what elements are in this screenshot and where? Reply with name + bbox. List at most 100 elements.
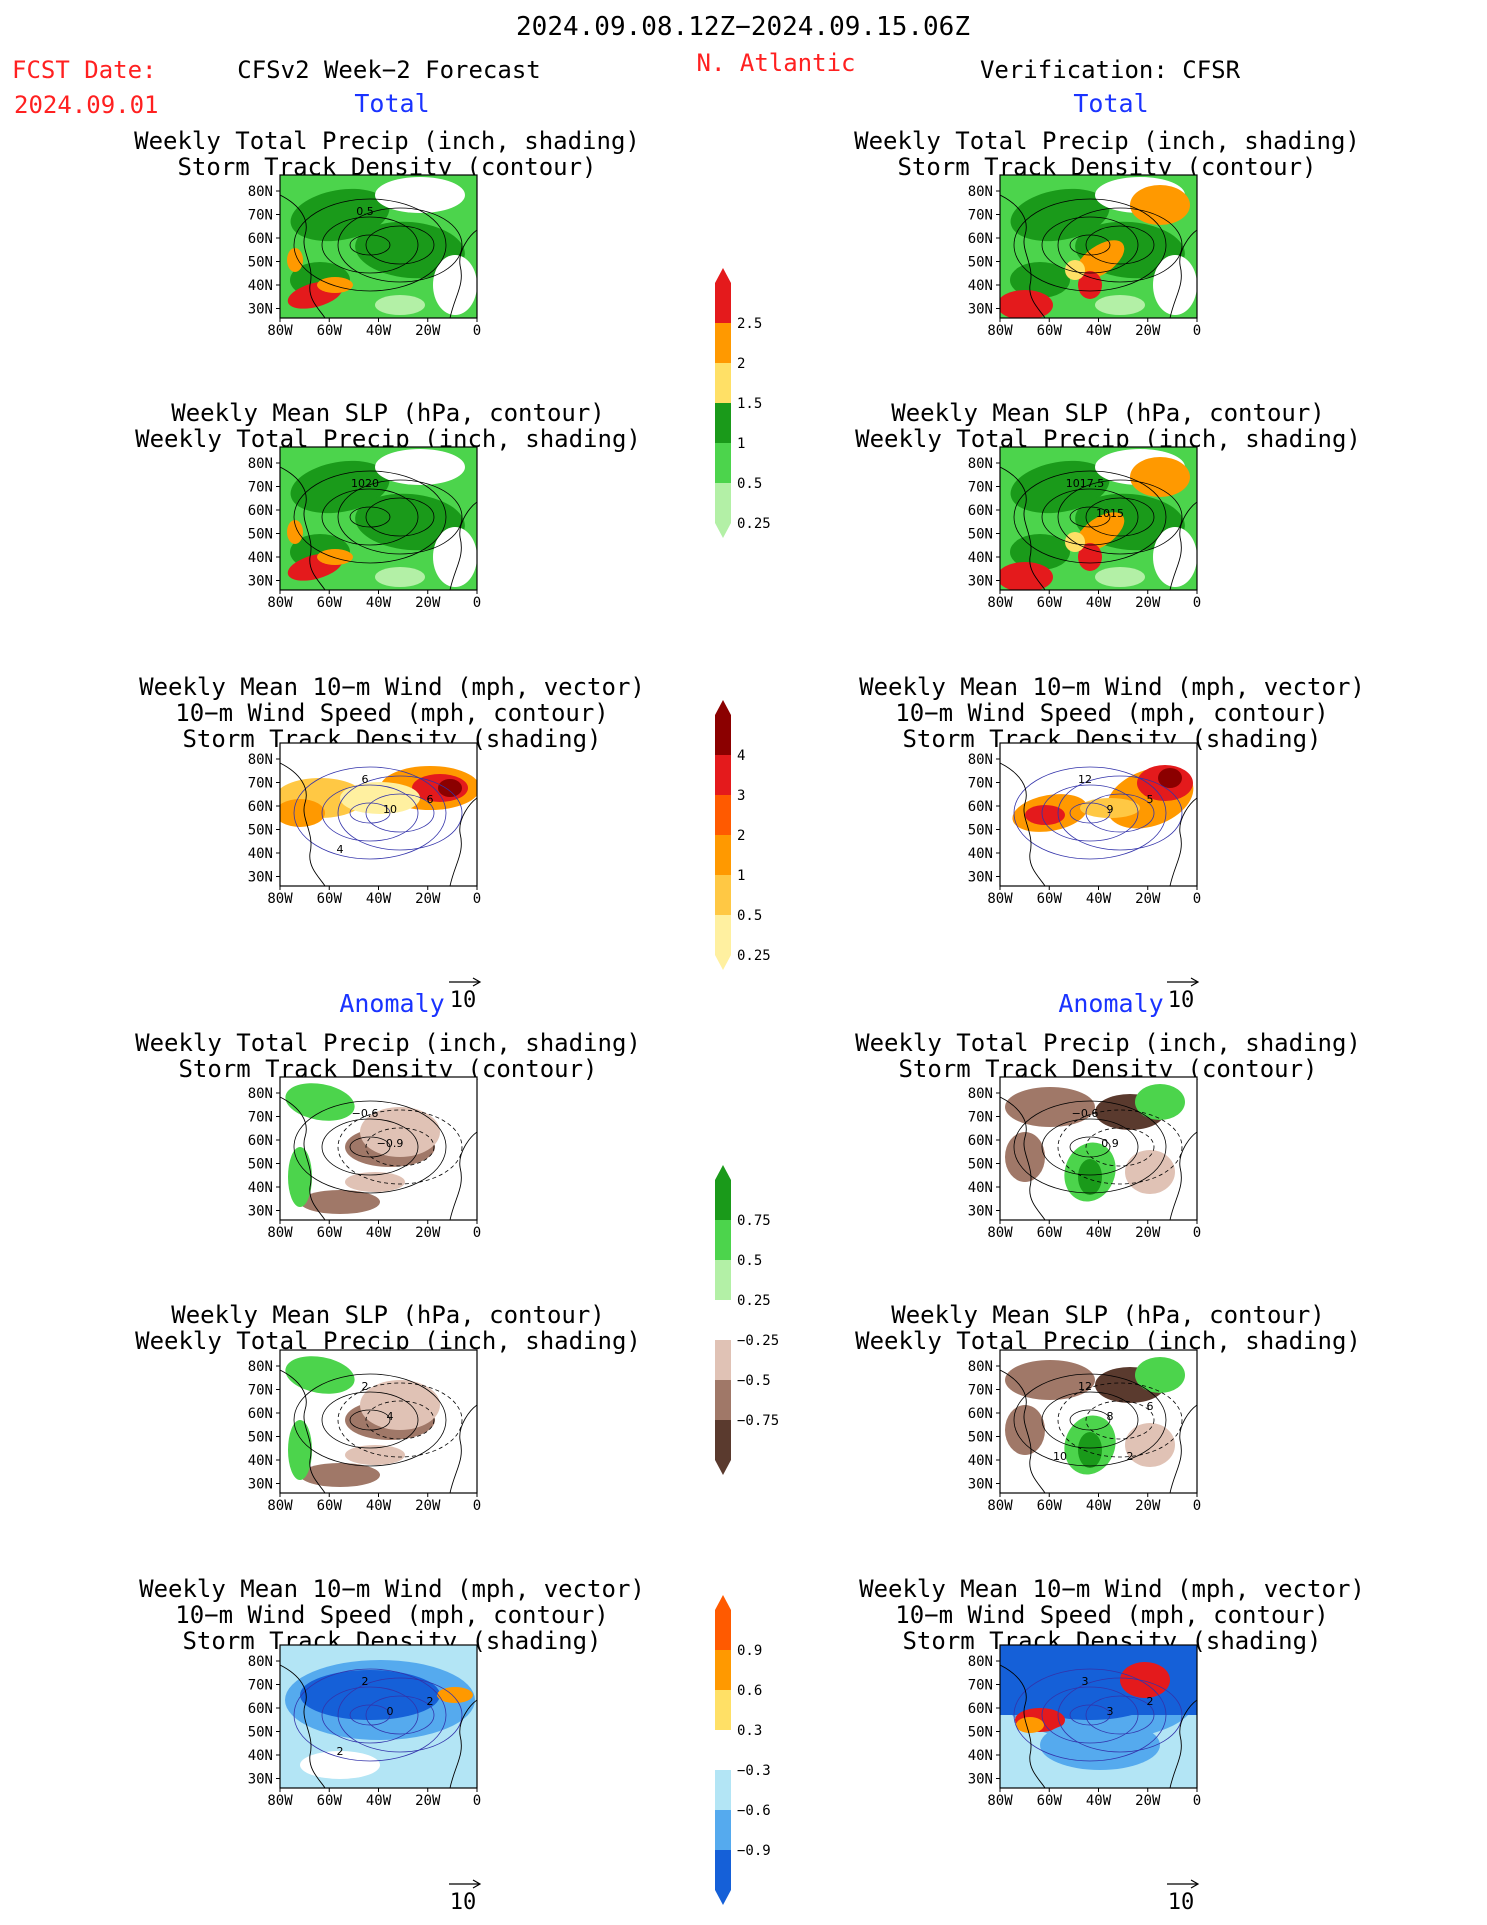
- lon-tick-label: 80W: [267, 1498, 293, 1510]
- contour-label: 4: [387, 1410, 394, 1423]
- contour-label: 6: [1147, 1400, 1154, 1413]
- title-f-slp-anom: Weekly Mean SLP (hPa, contour) Weekly To…: [135, 1302, 641, 1354]
- colorbar-tick-label: −0.6: [737, 1803, 771, 1819]
- lat-tick-label: 50N: [248, 527, 273, 543]
- contour-label: 1020: [351, 477, 379, 490]
- colorbar-tick-label: −0.75: [737, 1413, 779, 1429]
- map-panel-f-precip-total: 80N 70N 60N 50N 40N 30N 80W 60W 40W 20W 0 0.5: [248, 174, 481, 335]
- section-total-left: Total: [354, 89, 430, 118]
- colorbar-tick-label: 0.3: [737, 1723, 762, 1739]
- lon-tick-label: 80W: [987, 323, 1013, 335]
- colorbar-storm-total: 4 3 2 1 0.5 0.25: [715, 700, 771, 970]
- lat-tick-label: 40N: [248, 1748, 273, 1764]
- title-line: Weekly Total Precip (inch, shading): [854, 127, 1360, 155]
- title-f-precip-total: Weekly Total Precip (inch, shading) Stor…: [134, 128, 640, 180]
- lon-tick-label: 60W: [317, 323, 343, 335]
- map-panel-f-slp-total: 80N 70N 60N 50N 40N 30N 80W 60W 40W 20W 0 1020: [248, 446, 481, 607]
- contour-label: 10: [1053, 1450, 1067, 1463]
- lat-tick-label: 50N: [248, 1430, 273, 1446]
- colorbar-tick-label: 3: [737, 788, 745, 804]
- lon-tick-label: 40W: [366, 595, 392, 607]
- colorbar-tick-label: 4: [737, 748, 745, 764]
- title-line: 10−m Wind Speed (mph, contour): [895, 699, 1329, 727]
- lat-tick-label: 70N: [968, 1110, 993, 1126]
- contour-label: 0.5: [356, 205, 374, 218]
- lon-tick-label: 40W: [366, 323, 392, 335]
- vector-reference-arrow: 10: [1167, 977, 1200, 1012]
- lon-tick-label: 0: [473, 1225, 481, 1237]
- lat-tick-label: 80N: [968, 1086, 993, 1102]
- lat-tick-label: 80N: [248, 752, 273, 768]
- contour-label: 6: [427, 793, 434, 806]
- lat-tick-label: 70N: [248, 480, 273, 496]
- lat-tick-label: 50N: [248, 1157, 273, 1173]
- lat-tick-label: 80N: [248, 1086, 273, 1102]
- lat-tick-label: 60N: [968, 231, 993, 247]
- lat-tick-label: 30N: [248, 1772, 273, 1788]
- lon-tick-label: 20W: [1135, 1793, 1161, 1805]
- title-v-precip-total: Weekly Total Precip (inch, shading) Stor…: [854, 128, 1360, 180]
- map-panel-f-precip-anom: 80N 70N 60N 50N 40N 30N 80W 60W 40W 20W 0 −0.6 −0.9: [248, 1076, 481, 1237]
- lat-tick-label: 50N: [968, 255, 993, 271]
- lon-tick-label: 40W: [1086, 1225, 1112, 1237]
- lat-tick-label: 30N: [968, 870, 993, 886]
- lat-tick-label: 30N: [248, 302, 273, 318]
- contour-label: 12: [1078, 773, 1092, 786]
- contour-label: 2: [362, 1675, 369, 1688]
- lon-tick-label: 0: [1193, 595, 1201, 607]
- colorbar-tick-label: −0.3: [737, 1763, 771, 1779]
- lon-tick-label: 60W: [1037, 1225, 1063, 1237]
- colorbar-tick-label: 0.25: [737, 1293, 771, 1309]
- lat-tick-label: 30N: [248, 870, 273, 886]
- lat-tick-label: 60N: [248, 1133, 273, 1149]
- title-line: Weekly Mean 10−m Wind (mph, vector): [859, 673, 1365, 701]
- colorbar-storm-anom: 0.9 0.6 0.3 −0.3 −0.6 −0.9: [715, 1595, 771, 1905]
- title-v-precip-anom: Weekly Total Precip (inch, shading) Stor…: [855, 1030, 1361, 1082]
- map-panel-v-wind-total: 80N 70N 60N 50N 40N 30N 80W 60W 40W 20W 0 12 9 5: [968, 742, 1201, 903]
- contour-label: 10: [383, 803, 397, 816]
- lat-tick-label: 80N: [968, 1359, 993, 1375]
- title-f-wind-anom: Weekly Mean 10−m Wind (mph, vector) 10−m…: [139, 1576, 645, 1654]
- contour-label: 2: [1127, 1450, 1134, 1463]
- lat-tick-label: 30N: [248, 1477, 273, 1493]
- lon-tick-label: 60W: [1037, 323, 1063, 335]
- lon-tick-label: 20W: [1135, 323, 1161, 335]
- colorbar-tick-label: −0.5: [737, 1373, 771, 1389]
- map-panel-v-precip-anom: 80N 70N 60N 50N 40N 30N 80W 60W 40W 20W 0 −0.6 0.9: [968, 1076, 1201, 1237]
- contour-label: −0.6: [1072, 1107, 1099, 1120]
- lon-tick-label: 80W: [267, 323, 293, 335]
- lon-tick-label: 80W: [267, 1225, 293, 1237]
- contour-label: 5: [1147, 793, 1154, 806]
- model-title: CFSv2 Week−2 Forecast: [237, 56, 541, 84]
- lon-tick-label: 60W: [317, 1793, 343, 1805]
- contour-label: 3: [1107, 1705, 1114, 1718]
- lat-tick-label: 80N: [248, 1359, 273, 1375]
- contour-label: 2: [427, 1695, 434, 1708]
- vector-reference-label: 10: [1168, 988, 1195, 1012]
- lon-tick-label: 40W: [1086, 1793, 1112, 1805]
- lat-tick-label: 50N: [248, 823, 273, 839]
- lat-tick-label: 60N: [968, 1406, 993, 1422]
- lat-tick-label: 30N: [968, 1477, 993, 1493]
- colorbar-tick-label: 0.6: [737, 1683, 762, 1699]
- lat-tick-label: 60N: [248, 1701, 273, 1717]
- title-line: Weekly Mean 10−m Wind (mph, vector): [859, 1575, 1365, 1603]
- colorbar-tick-label: 1: [737, 436, 745, 452]
- vector-reference-label: 10: [450, 1890, 477, 1914]
- map-panel-f-slp-anom: 80N 70N 60N 50N 40N 30N 80W 60W 40W 20W 0 2 4: [248, 1349, 481, 1510]
- lon-tick-label: 0: [473, 891, 481, 903]
- lat-tick-label: 60N: [248, 1406, 273, 1422]
- lon-tick-label: 60W: [317, 891, 343, 903]
- colorbar-tick-label: −0.9: [737, 1843, 771, 1859]
- title-line: Weekly Mean 10−m Wind (mph, vector): [139, 673, 645, 701]
- lon-tick-label: 80W: [987, 1225, 1013, 1237]
- lat-tick-label: 60N: [248, 231, 273, 247]
- lat-tick-label: 40N: [248, 1180, 273, 1196]
- colorbar-tick-label: 0.5: [737, 476, 762, 492]
- lat-tick-label: 40N: [968, 846, 993, 862]
- lon-tick-label: 20W: [1135, 595, 1161, 607]
- lon-tick-label: 60W: [317, 1225, 343, 1237]
- vector-reference-arrow: 10: [449, 977, 482, 1012]
- lat-tick-label: 80N: [968, 1654, 993, 1670]
- lat-tick-label: 70N: [248, 1678, 273, 1694]
